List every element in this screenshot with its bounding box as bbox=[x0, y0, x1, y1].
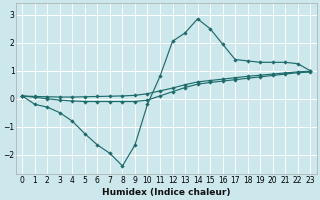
X-axis label: Humidex (Indice chaleur): Humidex (Indice chaleur) bbox=[102, 188, 230, 197]
